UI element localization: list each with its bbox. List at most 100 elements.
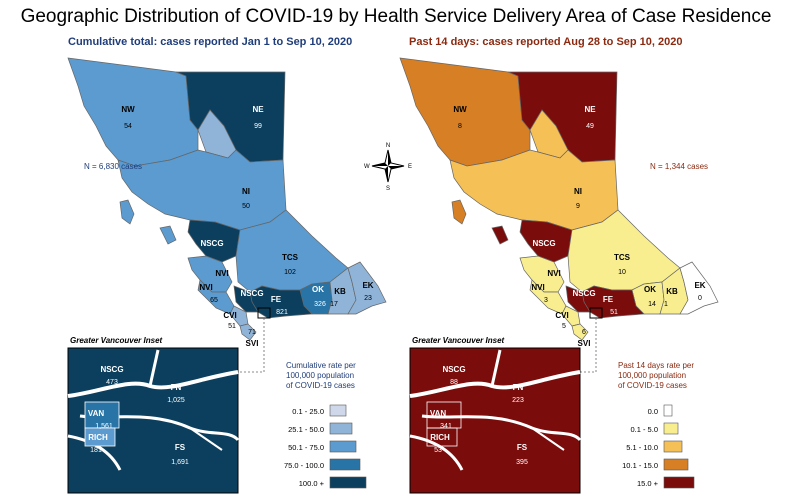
page-title: Geographic Distribution of COVID-19 by H… — [20, 6, 772, 27]
inset-value-van: 341 — [440, 423, 452, 430]
region-value-ok: 326 — [314, 301, 326, 308]
region-label-kb: KB — [666, 287, 678, 296]
inset-value-rich: 53 — [434, 447, 442, 454]
region-label-nw: NW — [121, 105, 135, 114]
region-value-kb: 1 — [664, 301, 668, 308]
region-label-fe: FE — [603, 295, 614, 304]
compass-rose-icon: N S E W — [364, 143, 412, 192]
region-value-svi: 71 — [248, 329, 256, 336]
inset-label-van: VAN — [88, 409, 105, 418]
left-n-total: N = 6,830 cases — [84, 162, 142, 171]
inset-van-fill — [84, 401, 120, 429]
legend-swatch — [663, 440, 683, 453]
region-label-tcs: TCS — [614, 253, 631, 262]
region-svi[interactable] — [239, 323, 257, 341]
region-value-cvi: 51 — [228, 323, 236, 330]
region-label-nvi: NVI — [199, 283, 212, 292]
legend-label: 10.1 - 15.0 — [622, 461, 658, 470]
legend-title-line: of COVID-19 cases — [286, 381, 355, 390]
region-label-ok: OK — [312, 285, 324, 294]
region-value-fe: 51 — [610, 309, 618, 316]
region-label-nscg: NSCG — [532, 239, 555, 248]
region-ek[interactable] — [347, 261, 387, 315]
region-label-nvi: NVI — [215, 269, 228, 278]
haida-gwaii — [451, 199, 467, 225]
region-value-tcs: 10 — [618, 269, 626, 276]
region-label-ne: NE — [252, 105, 264, 114]
region-label-cvi: CVI — [223, 311, 236, 320]
legend-swatch — [663, 458, 689, 471]
inset-rich-fill — [84, 427, 116, 447]
legend-label: 0.1 - 5.0 — [630, 425, 658, 434]
region-value-fe: 821 — [276, 309, 288, 316]
legend-swatch — [329, 440, 357, 453]
haida-gwaii — [119, 199, 135, 225]
region-ek[interactable] — [679, 261, 719, 315]
coast-island — [491, 225, 509, 245]
legend-label: 50.1 - 75.0 — [288, 443, 324, 452]
region-label-tcs: TCS — [282, 253, 299, 262]
left-map-subtitle: Cumulative total: cases reported Jan 1 t… — [68, 36, 353, 48]
region-value-ek: 0 — [698, 295, 702, 302]
inset-value-fs: 395 — [516, 459, 528, 466]
region-value-ne: 49 — [586, 123, 594, 130]
region-value-ni: 9 — [576, 203, 580, 210]
legend-title-line: Cumulative rate per — [286, 361, 356, 370]
right-map-panel: NW8NE49NI9NSCGTCS10NVICVI5NSCGFE51OK14KB… — [399, 57, 719, 494]
legend-label: 0.1 - 25.0 — [292, 407, 324, 416]
legend-title-line: 100,000 population — [286, 371, 354, 380]
inset-value-van: 1,561 — [95, 423, 113, 430]
region-label-ne: NE — [584, 105, 596, 114]
region-label-nscg: NSCG — [200, 239, 223, 248]
legend-label: 5.1 - 10.0 — [626, 443, 658, 452]
region-cvi[interactable] — [561, 305, 581, 327]
region-label-nw: NW — [453, 105, 467, 114]
left-inset-title: Greater Vancouver Inset — [70, 336, 163, 345]
legend-title-line: Past 14 days rate per — [618, 361, 694, 370]
region-value-tcs: 102 — [284, 269, 296, 276]
legend-swatch — [663, 404, 673, 417]
region-label-fe: FE — [271, 295, 282, 304]
region-value-svi: 6 — [582, 329, 586, 336]
coast-island — [159, 225, 177, 245]
region-label-svi: SVI — [578, 339, 591, 348]
right-inset-map — [409, 347, 582, 494]
legend-label: 15.0 + — [637, 479, 659, 488]
region-value-kb: 17 — [330, 301, 338, 308]
inset-value-fn: 1,025 — [167, 397, 185, 404]
region-value-nw: 8 — [458, 123, 462, 130]
region-label-nscg: NSCG — [572, 289, 595, 298]
legend-label: 25.1 - 50.0 — [288, 425, 324, 434]
legend-label: 0.0 — [648, 407, 658, 416]
region-cvi[interactable] — [229, 305, 249, 327]
region-value-ek: 23 — [364, 295, 372, 302]
region-label-kb: KB — [334, 287, 346, 296]
legend-swatch — [329, 422, 353, 435]
inset-value-nscg: 473 — [106, 379, 118, 386]
legend-swatch — [329, 458, 361, 471]
region-label-ok: OK — [644, 285, 656, 294]
region-value-nw: 54 — [124, 123, 132, 130]
inset-label-rich: RICH — [430, 433, 450, 442]
right-inset-title: Greater Vancouver Inset — [412, 336, 505, 345]
inset-label-fn: FN — [171, 383, 182, 392]
region-svi[interactable] — [571, 323, 589, 341]
compass-e: E — [408, 164, 412, 170]
region-value-ne: 99 — [254, 123, 262, 130]
region-label-cvi: CVI — [555, 311, 568, 320]
inset-label-nscg: NSCG — [442, 365, 465, 374]
inset-label-rich: RICH — [88, 433, 108, 442]
region-value-ni: 50 — [242, 203, 250, 210]
left-map-panel: NW54NE99NI50NSCGTCS102NVICVI51NSCGFE821O… — [67, 57, 387, 494]
legend-swatch — [329, 476, 367, 489]
legend-label: 100.0 + — [299, 479, 325, 488]
legend-swatch — [663, 422, 679, 435]
region-value-cvi: 5 — [562, 323, 566, 330]
inset-value-fn: 223 — [512, 397, 524, 404]
inset-label-fn: FN — [513, 383, 524, 392]
compass-n: N — [386, 143, 390, 149]
inset-label-fs: FS — [175, 443, 186, 452]
region-label-ek: EK — [694, 281, 705, 290]
legend-title-line: of COVID-19 cases — [618, 381, 687, 390]
